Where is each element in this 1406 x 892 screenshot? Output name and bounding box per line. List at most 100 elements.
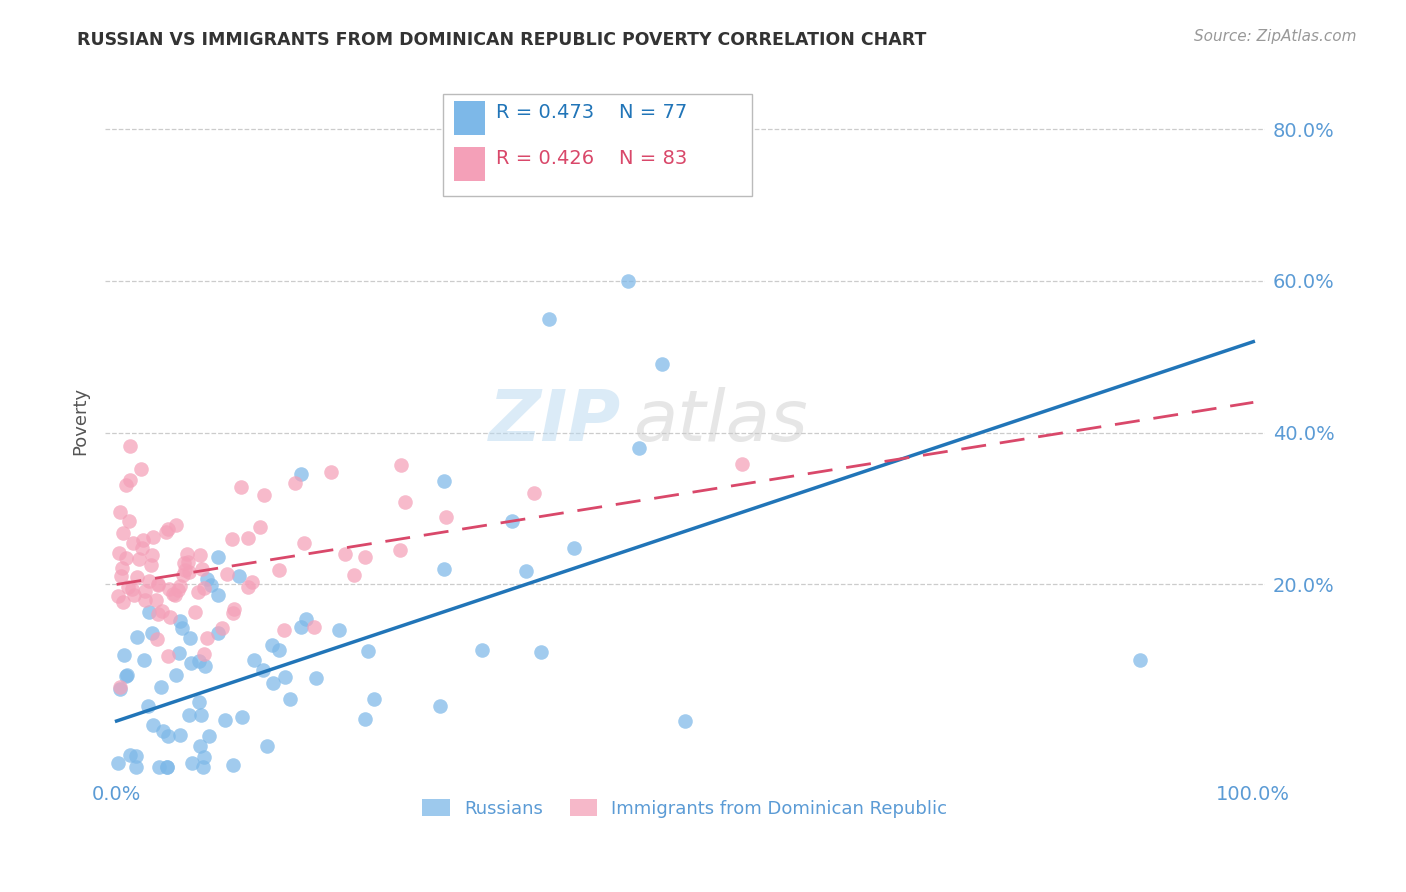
Point — [236, 531, 259, 545]
Point — [236, 580, 259, 594]
Point — [149, 681, 172, 695]
Point — [305, 671, 328, 685]
Point — [117, 580, 139, 594]
Point — [363, 692, 385, 706]
Point — [134, 593, 156, 607]
Point — [389, 543, 412, 558]
Point — [174, 563, 197, 577]
Point — [152, 724, 174, 739]
Point — [107, 590, 129, 604]
Point — [110, 569, 132, 583]
Point — [115, 667, 138, 681]
Point — [167, 583, 190, 598]
Point — [138, 605, 160, 619]
Point — [394, 495, 416, 509]
Point — [179, 707, 201, 722]
Point — [141, 626, 163, 640]
Point — [193, 581, 215, 595]
Point — [193, 750, 215, 764]
Point — [357, 644, 380, 658]
Point — [142, 718, 165, 732]
Point — [146, 607, 169, 621]
Point — [194, 658, 217, 673]
Point — [673, 714, 696, 728]
Point — [273, 624, 295, 638]
Point — [501, 514, 523, 528]
Point — [121, 582, 143, 596]
Point — [179, 565, 201, 579]
Point — [197, 729, 219, 743]
Point — [141, 548, 163, 562]
Point — [191, 759, 214, 773]
Point — [125, 630, 148, 644]
Point — [217, 566, 239, 581]
Point — [156, 729, 179, 743]
Point — [108, 546, 131, 560]
Point — [157, 582, 180, 597]
Point — [211, 621, 233, 635]
Point — [111, 526, 134, 541]
Point — [231, 709, 253, 723]
Point — [128, 551, 150, 566]
Point — [302, 620, 325, 634]
Point — [229, 480, 252, 494]
Point — [162, 587, 184, 601]
Point — [173, 556, 195, 570]
Text: Source: ZipAtlas.com: Source: ZipAtlas.com — [1194, 29, 1357, 44]
Point — [429, 699, 451, 714]
Point — [190, 707, 212, 722]
Point — [731, 457, 754, 471]
Point — [188, 548, 211, 562]
Point — [169, 614, 191, 628]
Point — [118, 439, 141, 453]
Point — [353, 712, 375, 726]
Text: N = 83: N = 83 — [619, 149, 688, 168]
Point — [200, 578, 222, 592]
Point — [141, 558, 163, 572]
Text: RUSSIAN VS IMMIGRANTS FROM DOMINICAN REPUBLIC POVERTY CORRELATION CHART: RUSSIAN VS IMMIGRANTS FROM DOMINICAN REP… — [77, 31, 927, 49]
Point — [159, 610, 181, 624]
Point — [221, 532, 243, 546]
Point — [112, 595, 135, 609]
Point — [107, 756, 129, 770]
Point — [523, 486, 546, 500]
Point — [1129, 653, 1152, 667]
Point — [290, 620, 312, 634]
Point — [148, 759, 170, 773]
Point — [471, 642, 494, 657]
Point — [138, 574, 160, 589]
Point — [132, 653, 155, 667]
Point — [295, 612, 318, 626]
Point — [115, 550, 138, 565]
Point — [165, 518, 187, 533]
Point — [181, 756, 204, 770]
Point — [167, 646, 190, 660]
Point — [562, 541, 585, 556]
Point — [125, 749, 148, 764]
Point — [249, 519, 271, 533]
Point — [111, 560, 134, 574]
Point — [267, 643, 290, 657]
Point — [243, 653, 266, 667]
Point — [134, 583, 156, 598]
Point — [696, 137, 718, 152]
Text: R = 0.426: R = 0.426 — [496, 149, 595, 168]
Point — [193, 647, 215, 661]
Y-axis label: Poverty: Poverty — [72, 387, 89, 456]
Point — [628, 441, 651, 455]
Legend: Russians, Immigrants from Dominican Republic: Russians, Immigrants from Dominican Repu… — [415, 792, 955, 825]
Point — [256, 739, 278, 754]
Point — [651, 358, 673, 372]
Point — [187, 695, 209, 709]
Point — [112, 648, 135, 663]
Point — [121, 535, 143, 549]
Point — [342, 567, 364, 582]
Point — [156, 648, 179, 663]
Point — [191, 562, 214, 576]
Point — [118, 748, 141, 763]
Point — [221, 758, 243, 772]
Point — [169, 728, 191, 742]
Point — [169, 578, 191, 592]
Text: N = 77: N = 77 — [619, 103, 688, 121]
Point — [617, 274, 640, 288]
